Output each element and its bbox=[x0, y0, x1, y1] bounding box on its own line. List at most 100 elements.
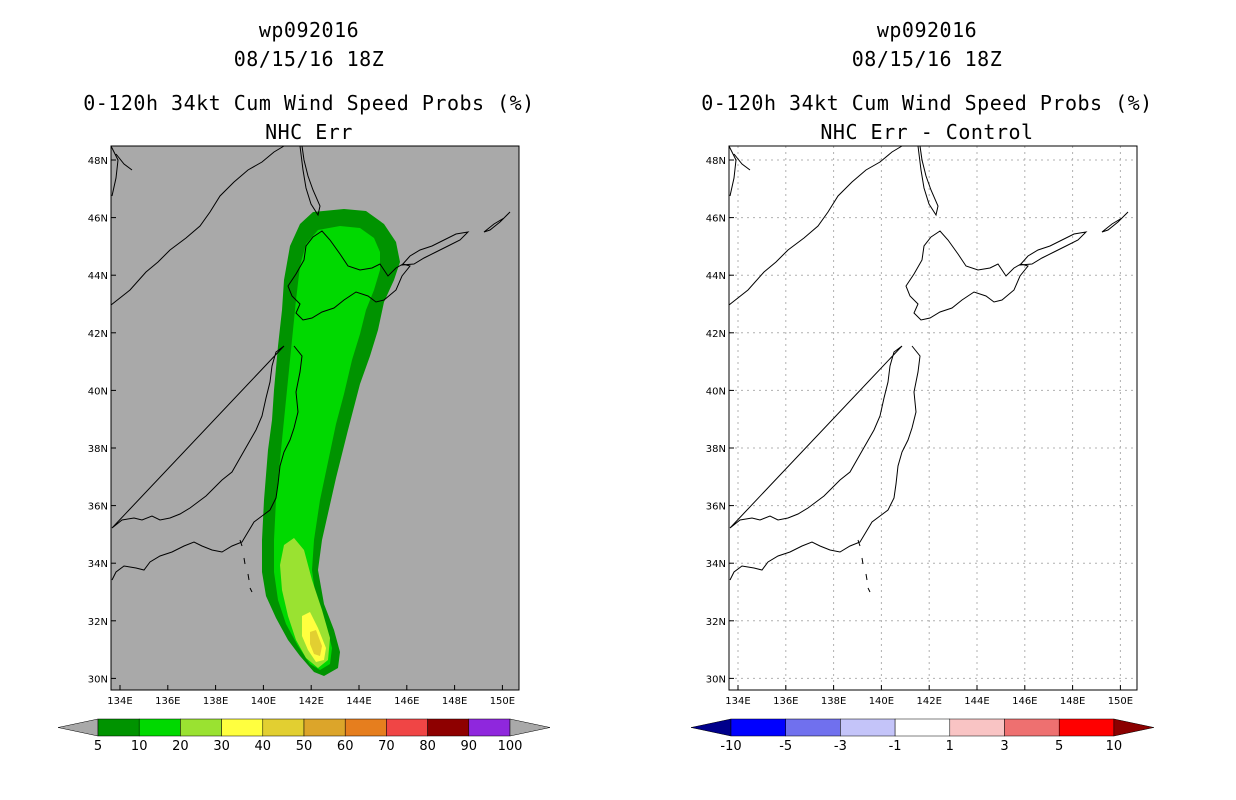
colorbar-label: 60 bbox=[337, 739, 354, 754]
map-frame bbox=[728, 145, 1138, 691]
lat-tick-label: 42N bbox=[88, 329, 108, 340]
lat-tick-label: 32N bbox=[88, 617, 108, 628]
lon-tick-label: 136E bbox=[773, 696, 798, 707]
colorbar-swatch bbox=[138, 718, 181, 737]
lon-tick-label: 150E bbox=[490, 696, 515, 707]
colorbar-label: 5 bbox=[1055, 739, 1063, 754]
colorbar-label: 40 bbox=[255, 739, 272, 754]
lon-tick-label: 134E bbox=[725, 696, 750, 707]
colorbar-swatch bbox=[1004, 718, 1060, 737]
lat-tick-label: 36N bbox=[88, 502, 108, 513]
asia-mainland-coast bbox=[110, 145, 285, 306]
probability-map: 134E 136E 138E 140E 142E 144E 146E 148E 150E 48N… bbox=[88, 145, 520, 707]
probability-colorbar: 5 10 20 30 40 50 60 70 80 90 100 bbox=[57, 718, 551, 754]
colorbar-swatch bbox=[180, 718, 222, 737]
izu-islands bbox=[239, 539, 253, 593]
colorbar-label: 3 bbox=[1000, 739, 1008, 754]
colorbar-label: -5 bbox=[779, 739, 792, 754]
lat-tick-label: 36N bbox=[706, 502, 726, 513]
lon-tick-label: 144E bbox=[346, 696, 371, 707]
colorbar-label: -1 bbox=[889, 739, 902, 754]
difference-map: 134E 136E 138E 140E 142E 144E 146E 148E 150E 48N… bbox=[706, 145, 1138, 707]
colorbar-label: 50 bbox=[296, 739, 313, 754]
lon-tick-label: 140E bbox=[869, 696, 894, 707]
lon-tick-label: 138E bbox=[203, 696, 228, 707]
colorbar-swatch bbox=[840, 718, 896, 737]
asia-inland-border bbox=[110, 145, 133, 197]
lat-tick-label: 30N bbox=[706, 674, 726, 685]
lon-tick-label: 146E bbox=[394, 696, 419, 707]
colorbar-under-arrow bbox=[690, 718, 732, 737]
colorbar-label: -3 bbox=[834, 739, 847, 754]
kuril-islands bbox=[1018, 211, 1129, 266]
swath-40pct bbox=[310, 630, 322, 656]
lon-tick-label: 138E bbox=[821, 696, 846, 707]
longitude-ticks: 134E 136E 138E 140E 142E 144E 146E 148E 150E bbox=[725, 685, 1133, 707]
colorbar-over-arrow bbox=[509, 718, 551, 737]
colorbar-label: 10 bbox=[131, 739, 148, 754]
lat-tick-label: 48N bbox=[88, 156, 108, 167]
lat-tick-label: 38N bbox=[706, 444, 726, 455]
datetime-title: 08/15/16 18Z bbox=[233, 47, 385, 71]
map-frame bbox=[110, 145, 520, 691]
colorbar-swatch bbox=[468, 718, 511, 737]
product-title: 0-120h 34kt Cum Wind Speed Probs (%) bbox=[701, 91, 1153, 115]
izu-islands bbox=[857, 539, 871, 593]
right-panel: wp092016 08/15/16 18Z 0-120h 34kt Cum Wi… bbox=[618, 0, 1236, 800]
sakhalin-coast bbox=[917, 145, 939, 217]
probability-swath bbox=[262, 209, 400, 676]
colorbar-label: 30 bbox=[213, 739, 230, 754]
lon-tick-label: 150E bbox=[1108, 696, 1133, 707]
datetime-title: 08/15/16 18Z bbox=[851, 47, 1003, 71]
product-title: 0-120h 34kt Cum Wind Speed Probs (%) bbox=[83, 91, 535, 115]
lon-tick-label: 148E bbox=[1060, 696, 1085, 707]
gridlines bbox=[729, 146, 1137, 690]
coastlines bbox=[110, 145, 511, 593]
lat-tick-label: 34N bbox=[706, 559, 726, 570]
lon-tick-label: 140E bbox=[251, 696, 276, 707]
colorbar-swatch bbox=[785, 718, 841, 737]
lon-tick-label: 142E bbox=[916, 696, 941, 707]
lat-tick-label: 46N bbox=[706, 214, 726, 225]
colorbar-swatch bbox=[303, 718, 346, 737]
colorbar-swatch bbox=[344, 718, 387, 737]
lon-tick-label: 134E bbox=[107, 696, 132, 707]
subtitle: NHC Err bbox=[265, 120, 353, 144]
colorbar-swatch bbox=[1058, 718, 1115, 737]
colorbar-label: 100 bbox=[498, 739, 523, 754]
latitude-ticks: 48N 46N 44N 42N 40N 38N 36N 34N 32N 30N bbox=[88, 156, 116, 685]
hokkaido-coast bbox=[905, 230, 1029, 321]
colorbar-swatch bbox=[221, 718, 264, 737]
colorbar-swatch bbox=[730, 718, 786, 737]
colorbar-label: 90 bbox=[461, 739, 478, 754]
storm-id-title: wp092016 bbox=[876, 18, 978, 42]
lat-tick-label: 40N bbox=[88, 386, 108, 397]
storm-id-title: wp092016 bbox=[258, 18, 360, 42]
colorbar-label: 10 bbox=[1106, 739, 1123, 754]
honshu-coast bbox=[729, 345, 921, 581]
lon-tick-label: 144E bbox=[964, 696, 989, 707]
honshu-coast bbox=[111, 345, 303, 581]
longitude-ticks: 134E 136E 138E 140E 142E 144E 146E 148E 150E bbox=[107, 685, 515, 707]
colorbar-swatch bbox=[949, 718, 1005, 737]
lon-tick-label: 146E bbox=[1012, 696, 1037, 707]
colorbar-label: 80 bbox=[419, 739, 436, 754]
lon-tick-label: 136E bbox=[155, 696, 180, 707]
sakhalin-coast bbox=[299, 145, 321, 217]
subtitle: NHC Err - Control bbox=[820, 120, 1034, 144]
lat-tick-label: 42N bbox=[706, 329, 726, 340]
colorbar-label: 20 bbox=[172, 739, 189, 754]
lat-tick-label: 40N bbox=[706, 386, 726, 397]
difference-colorbar: -10 -5 -3 -1 1 3 5 10 bbox=[690, 718, 1154, 754]
lat-tick-label: 32N bbox=[706, 617, 726, 628]
lat-tick-label: 34N bbox=[88, 559, 108, 570]
colorbar-under-arrow bbox=[57, 718, 99, 737]
lat-tick-label: 38N bbox=[88, 444, 108, 455]
colorbar-swatch bbox=[97, 718, 140, 737]
latitude-ticks: 48N 46N 44N 42N 40N 38N 36N 34N 32N 30N bbox=[706, 156, 734, 685]
coastlines bbox=[728, 145, 1129, 593]
lon-tick-label: 142E bbox=[298, 696, 323, 707]
lat-tick-label: 46N bbox=[88, 214, 108, 225]
asia-inland-border bbox=[728, 145, 751, 197]
kuril-islands bbox=[400, 211, 511, 266]
